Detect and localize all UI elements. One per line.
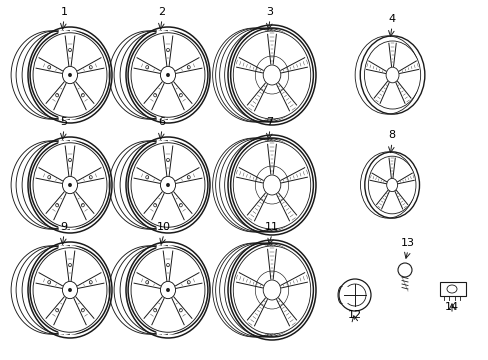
Wedge shape	[154, 30, 200, 120]
Wedge shape	[257, 140, 303, 230]
Ellipse shape	[166, 73, 169, 77]
Wedge shape	[341, 285, 351, 305]
Text: 2: 2	[158, 7, 165, 17]
Text: 3: 3	[266, 7, 273, 17]
Wedge shape	[149, 30, 195, 120]
Wedge shape	[253, 140, 300, 230]
Text: 5: 5	[61, 117, 67, 127]
Text: 1: 1	[61, 7, 67, 17]
Text: 6: 6	[158, 117, 165, 127]
Wedge shape	[265, 246, 311, 335]
Text: 11: 11	[264, 222, 279, 232]
Ellipse shape	[166, 183, 169, 187]
Text: 8: 8	[387, 130, 395, 140]
Wedge shape	[160, 140, 205, 230]
Text: 13: 13	[400, 238, 414, 248]
Text: 4: 4	[387, 14, 395, 24]
Ellipse shape	[166, 288, 169, 292]
Wedge shape	[261, 30, 306, 120]
Wedge shape	[154, 140, 200, 230]
Ellipse shape	[68, 183, 71, 187]
Wedge shape	[51, 140, 97, 230]
Wedge shape	[160, 245, 205, 335]
Wedge shape	[56, 245, 102, 335]
Wedge shape	[56, 30, 102, 120]
Wedge shape	[56, 140, 102, 230]
Wedge shape	[387, 157, 416, 213]
Ellipse shape	[68, 73, 71, 77]
Wedge shape	[62, 140, 108, 230]
Text: 10: 10	[157, 222, 171, 232]
Wedge shape	[51, 30, 97, 120]
Text: 9: 9	[61, 222, 67, 232]
Wedge shape	[265, 30, 311, 120]
Wedge shape	[253, 30, 300, 120]
Wedge shape	[253, 246, 300, 335]
Text: 14: 14	[444, 302, 458, 312]
Wedge shape	[51, 245, 97, 335]
Wedge shape	[257, 30, 303, 120]
Wedge shape	[62, 30, 108, 120]
Wedge shape	[149, 140, 195, 230]
Wedge shape	[386, 42, 421, 108]
Wedge shape	[257, 246, 303, 335]
Wedge shape	[62, 245, 108, 335]
Wedge shape	[261, 246, 306, 335]
Wedge shape	[154, 245, 200, 335]
Text: 12: 12	[347, 310, 361, 320]
Wedge shape	[261, 140, 306, 230]
Wedge shape	[149, 245, 195, 335]
Ellipse shape	[68, 288, 71, 292]
Text: 7: 7	[266, 117, 273, 127]
Wedge shape	[160, 30, 205, 120]
Wedge shape	[265, 140, 311, 230]
